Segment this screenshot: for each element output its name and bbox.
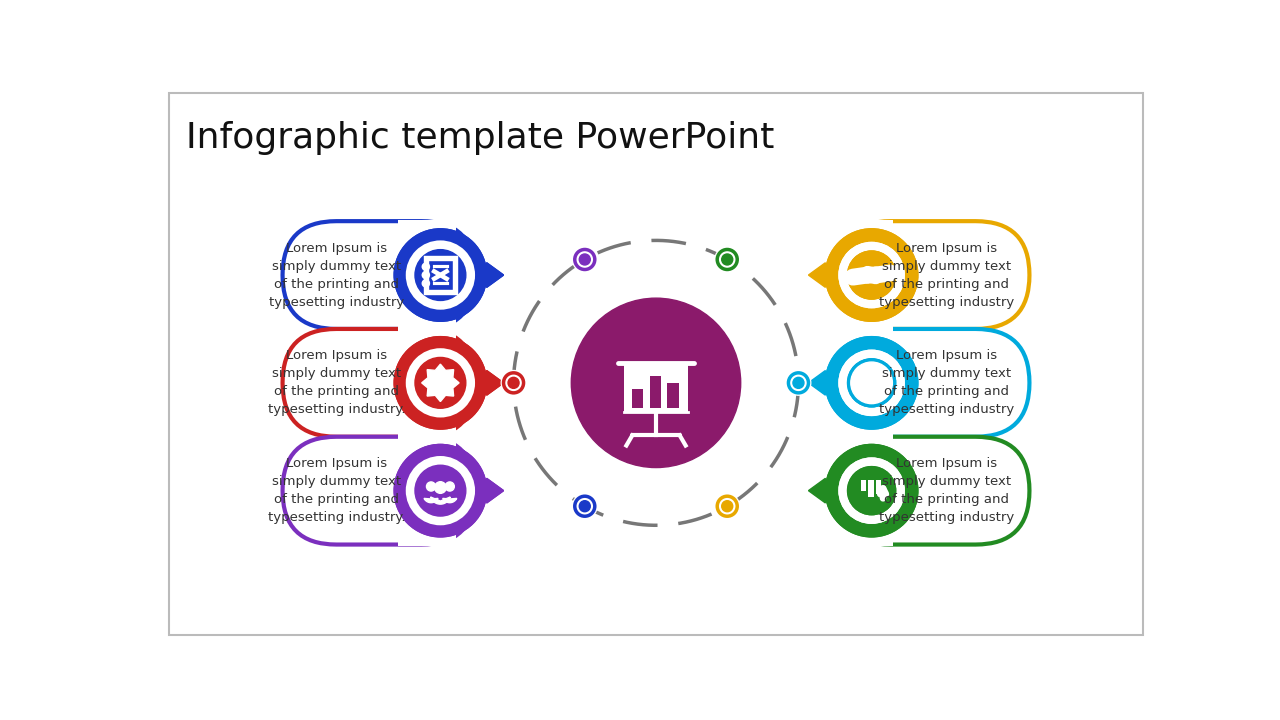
Circle shape — [826, 229, 918, 321]
Circle shape — [394, 337, 486, 429]
Bar — [869, 480, 874, 497]
Polygon shape — [809, 478, 826, 503]
Bar — [861, 480, 867, 490]
Text: Lorem Ipsum is
simply dummy text
of the printing and
typesetting industry: Lorem Ipsum is simply dummy text of the … — [879, 241, 1014, 309]
Circle shape — [716, 494, 740, 518]
Circle shape — [407, 242, 474, 308]
Circle shape — [863, 374, 879, 391]
Circle shape — [847, 359, 896, 407]
Circle shape — [838, 350, 905, 416]
Circle shape — [572, 247, 596, 272]
Circle shape — [415, 357, 466, 408]
Circle shape — [415, 465, 466, 516]
Circle shape — [406, 456, 475, 526]
FancyBboxPatch shape — [837, 221, 1029, 329]
Bar — [836, 328, 893, 438]
Polygon shape — [424, 498, 438, 503]
Circle shape — [838, 242, 905, 308]
Bar — [632, 389, 644, 408]
Bar — [667, 383, 678, 408]
Bar — [398, 328, 456, 438]
Bar — [398, 435, 456, 546]
Circle shape — [508, 377, 520, 388]
Circle shape — [826, 337, 918, 429]
Circle shape — [502, 371, 526, 395]
Circle shape — [435, 377, 447, 389]
Bar — [836, 220, 893, 330]
Polygon shape — [443, 498, 457, 503]
Polygon shape — [486, 478, 503, 503]
Circle shape — [416, 359, 465, 407]
Text: Lorem Ipsum is
simply dummy text
of the printing and
typesetting industry: Lorem Ipsum is simply dummy text of the … — [879, 349, 1014, 416]
Circle shape — [394, 337, 486, 429]
FancyBboxPatch shape — [837, 329, 1029, 437]
Circle shape — [406, 240, 475, 310]
Circle shape — [838, 242, 905, 308]
Text: Lorem Ipsum is
simply dummy text
of the printing and
typesetting industry.: Lorem Ipsum is simply dummy text of the … — [268, 349, 406, 416]
Circle shape — [838, 457, 905, 524]
Circle shape — [722, 500, 732, 512]
Circle shape — [786, 371, 810, 395]
Circle shape — [407, 350, 474, 416]
Circle shape — [851, 362, 892, 404]
Circle shape — [435, 482, 447, 493]
Circle shape — [406, 348, 475, 418]
Bar — [876, 480, 881, 494]
Polygon shape — [486, 478, 503, 503]
Polygon shape — [486, 371, 503, 395]
Circle shape — [571, 298, 741, 467]
Polygon shape — [421, 364, 460, 402]
Text: Lorem Ipsum is
simply dummy text
of the printing and
typesetting industry: Lorem Ipsum is simply dummy text of the … — [269, 241, 404, 309]
Text: Infographic template PowerPoint: Infographic template PowerPoint — [187, 121, 774, 155]
Bar — [836, 435, 893, 546]
Circle shape — [394, 229, 486, 321]
Circle shape — [792, 377, 804, 388]
Polygon shape — [486, 263, 503, 287]
Circle shape — [394, 444, 486, 537]
FancyBboxPatch shape — [283, 329, 475, 437]
Circle shape — [416, 467, 465, 515]
Circle shape — [445, 482, 454, 491]
Circle shape — [416, 251, 465, 299]
Bar — [650, 376, 660, 408]
Circle shape — [407, 457, 474, 524]
Circle shape — [826, 337, 918, 429]
Circle shape — [580, 500, 590, 512]
Circle shape — [826, 444, 918, 537]
Circle shape — [847, 359, 896, 407]
Polygon shape — [486, 263, 503, 287]
Bar — [398, 220, 456, 330]
Circle shape — [426, 482, 435, 491]
Circle shape — [580, 254, 590, 265]
Circle shape — [716, 247, 740, 272]
Bar — [625, 363, 687, 412]
Circle shape — [858, 369, 886, 397]
FancyBboxPatch shape — [283, 437, 475, 544]
Polygon shape — [809, 263, 826, 287]
Circle shape — [838, 350, 905, 416]
Circle shape — [838, 457, 905, 524]
Circle shape — [826, 229, 918, 321]
Polygon shape — [486, 371, 503, 395]
FancyBboxPatch shape — [837, 437, 1029, 544]
FancyBboxPatch shape — [283, 221, 475, 329]
Circle shape — [394, 444, 486, 537]
Circle shape — [572, 494, 596, 518]
Polygon shape — [809, 371, 826, 395]
Circle shape — [847, 251, 896, 299]
Circle shape — [722, 254, 732, 265]
Text: Lorem Ipsum is
simply dummy text
of the printing and
typesetting industry.: Lorem Ipsum is simply dummy text of the … — [268, 457, 406, 524]
Circle shape — [826, 444, 918, 537]
Circle shape — [394, 229, 486, 321]
Text: Lorem Ipsum is
simply dummy text
of the printing and
typesetting industry: Lorem Ipsum is simply dummy text of the … — [879, 457, 1014, 524]
Circle shape — [847, 251, 896, 299]
Circle shape — [415, 250, 466, 300]
Circle shape — [847, 467, 896, 515]
Polygon shape — [430, 497, 451, 504]
Circle shape — [847, 467, 896, 515]
